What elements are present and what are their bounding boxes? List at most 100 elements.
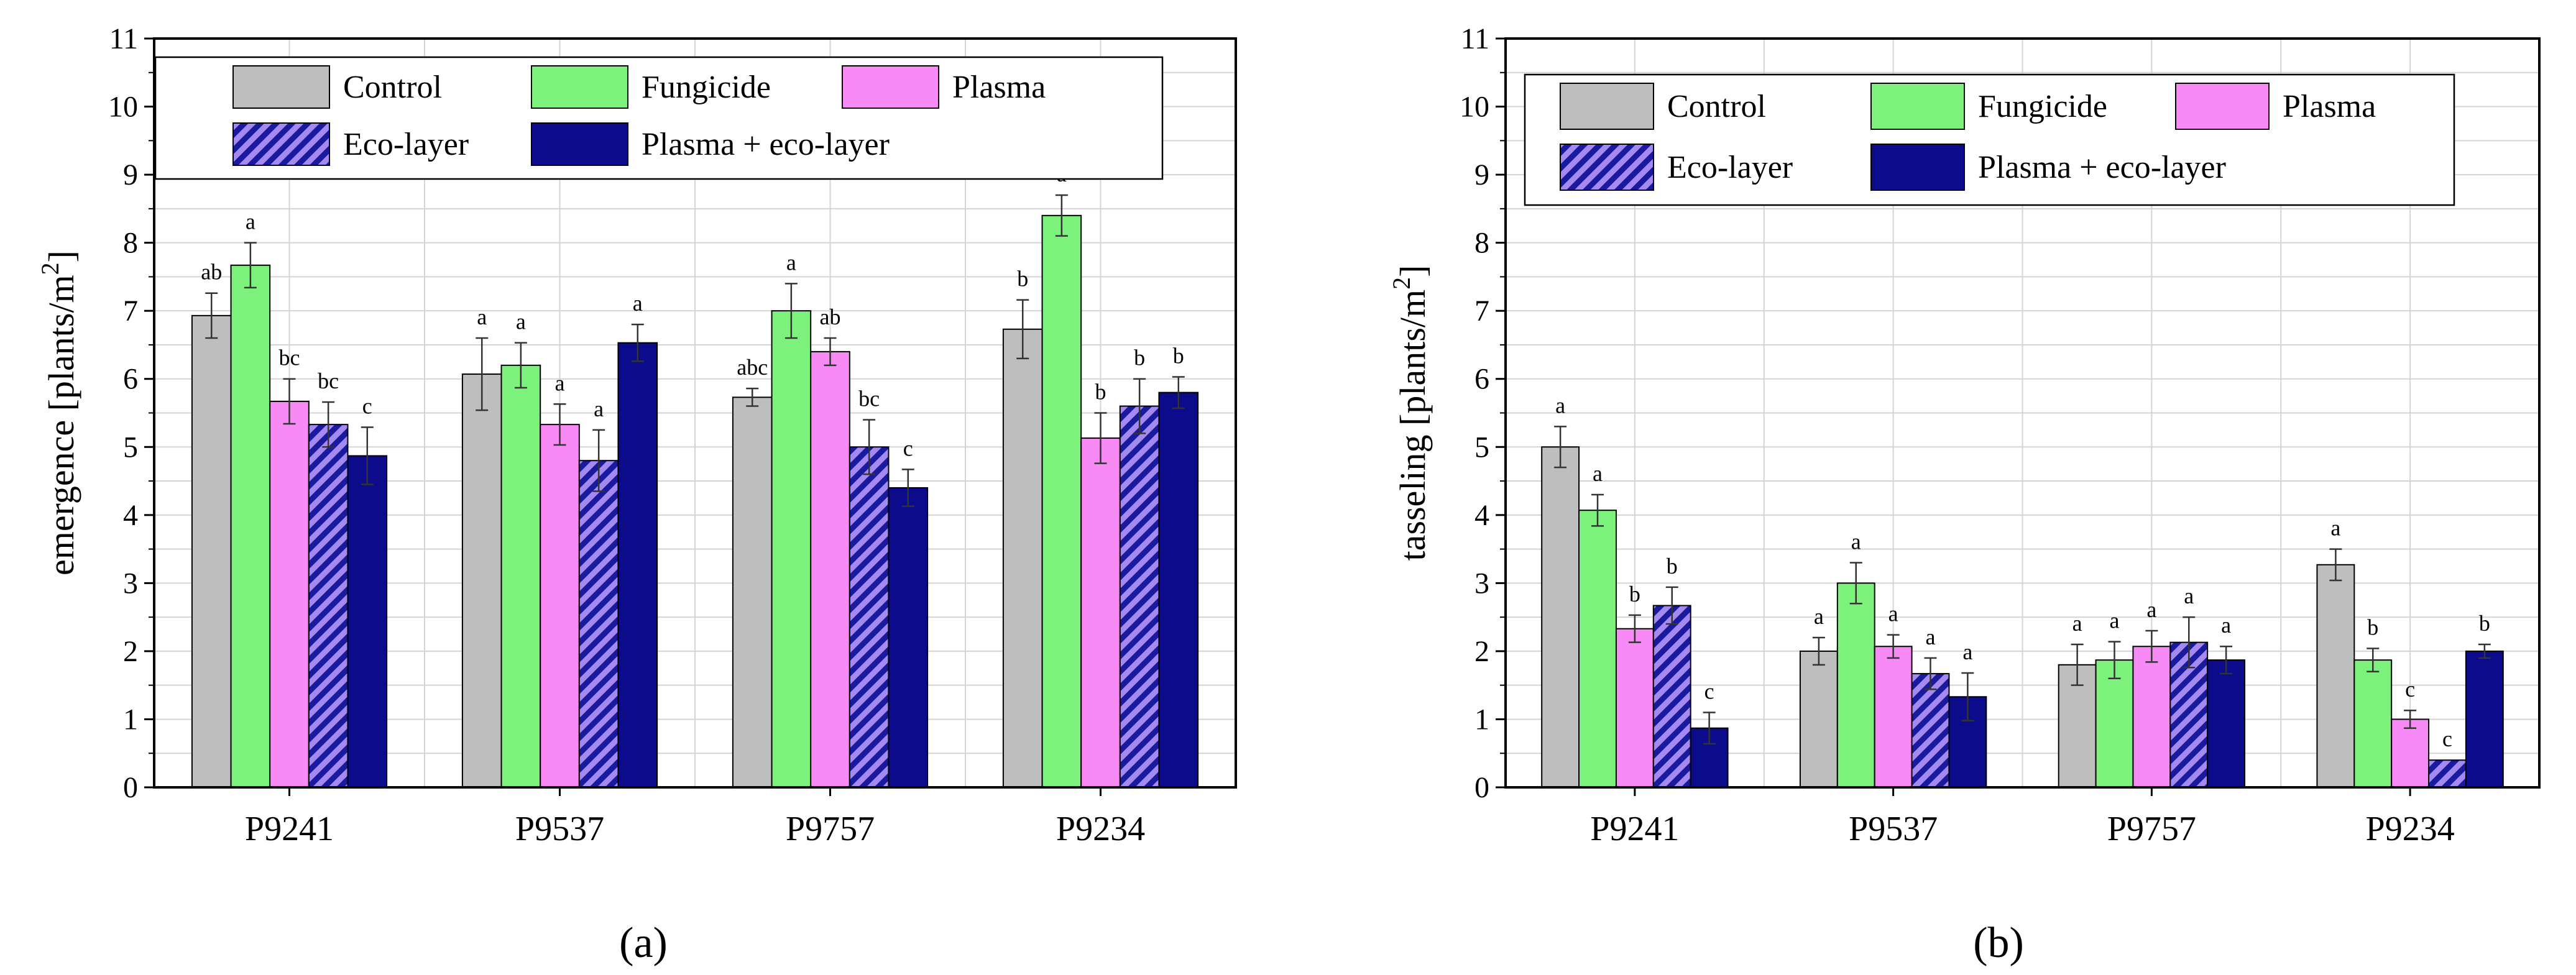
error-bar: [1094, 412, 1107, 464]
legend-swatch-fungicide: [531, 65, 628, 109]
x-tick-label: P9537: [515, 810, 604, 848]
bar-plasma-p9537: [540, 424, 580, 788]
significance-label: a: [2110, 608, 2120, 633]
error-bar: [514, 342, 527, 389]
legend-swatch-control: [232, 65, 330, 109]
error-bar: [1554, 426, 1567, 469]
y-tick-label: 11: [109, 22, 138, 55]
significance-label: b: [2367, 615, 2378, 640]
error-bar: [746, 387, 759, 407]
legend-swatch-plasma: [2175, 83, 2270, 130]
significance-label: a: [1593, 461, 1603, 486]
y-tick-label: 0: [1474, 771, 1489, 804]
significance-label: a: [2146, 597, 2156, 622]
legend-label: Plasma + eco-layer: [642, 127, 890, 162]
y-tick-label: 4: [1474, 499, 1489, 532]
error-bar: [205, 292, 218, 339]
error-bar: [1812, 636, 1825, 666]
y-tick-label: 1: [123, 703, 138, 736]
legend: Control Fungicide Plasma Eco-layer Plasma + …: [154, 56, 1164, 180]
significance-label: c: [362, 394, 372, 419]
error-bar: [322, 401, 335, 448]
y-tick-label: 11: [1461, 22, 1489, 55]
y-tick-label: 3: [1474, 567, 1489, 600]
error-bar: [901, 469, 914, 507]
significance-label: a: [2184, 584, 2194, 608]
bar-fungicide-p9537: [1836, 582, 1875, 788]
x-tick-label: P9757: [786, 810, 875, 848]
legend-swatch-control: [1560, 83, 1654, 130]
error-bar: [1055, 194, 1068, 237]
significance-label: c: [1704, 679, 1714, 704]
legend-swatch-eco-layer: [232, 122, 330, 166]
significance-label: c: [903, 436, 913, 460]
x-tick-label: P9234: [2366, 810, 2455, 848]
significance-label: a: [633, 291, 643, 316]
significance-label: a: [594, 396, 604, 421]
bar-plasma-p9241: [1615, 628, 1654, 788]
error-bar: [784, 283, 798, 339]
y-tick-label: 8: [1474, 227, 1489, 260]
legend-label: Plasma: [952, 70, 1046, 105]
error-bar: [2071, 643, 2084, 686]
error-bar: [553, 403, 566, 446]
error-bar: [476, 337, 489, 411]
bar-fungicide-p9537: [500, 364, 541, 788]
legend-label: Eco-layer: [1667, 150, 1793, 185]
panel-label-b: (b): [1973, 919, 2024, 967]
significance-label: a: [246, 209, 255, 234]
error-bar: [631, 323, 644, 362]
y-axis-title: tasseling [plants/m2]: [1387, 265, 1433, 561]
y-tick-label: 6: [123, 363, 138, 396]
error-bar: [2220, 645, 2233, 675]
y-tick-label: 2: [1474, 635, 1489, 668]
bar-fungicide-p9234: [2353, 659, 2393, 789]
x-tick-label: P9234: [1056, 810, 1145, 848]
significance-label: bc: [318, 368, 339, 393]
significance-label: bc: [858, 386, 880, 411]
error-bar: [1703, 712, 1716, 745]
significance-label: a: [2072, 611, 2082, 636]
significance-label: b: [1629, 582, 1640, 607]
bar-eco-layer-p9234: [2428, 759, 2467, 788]
chart-panel-a: ababcbccaaaaaabcaabbccbabbb0123456789101…: [36, 22, 1237, 848]
significance-label: abc: [737, 355, 768, 380]
x-tick-label: P9757: [2107, 810, 2196, 848]
legend-swatch-eco-layer: [1560, 144, 1654, 191]
y-tick-label: 4: [123, 499, 138, 532]
error-bar: [1665, 586, 1678, 625]
bar-eco-layer-p9537: [578, 460, 619, 788]
significance-label: b: [1667, 554, 1678, 579]
bar-control-p9757: [732, 396, 773, 788]
error-bar: [1016, 299, 1029, 360]
significance-label: b: [1017, 267, 1028, 291]
significance-label: b: [2479, 611, 2490, 636]
bar-fungicide-p9234: [1041, 214, 1082, 788]
y-tick-label: 5: [1474, 431, 1489, 464]
y-tick-label: 9: [1474, 158, 1489, 191]
panel-label-a: (a): [619, 919, 668, 967]
x-tick-label: P9241: [1590, 810, 1679, 848]
legend-swatch-plasma: [842, 65, 939, 109]
bar-eco-layer-p9241: [1652, 605, 1691, 788]
error-bar: [824, 337, 837, 367]
error-bar: [361, 426, 374, 485]
bar-control-p9241: [1541, 446, 1580, 788]
significance-label: a: [1555, 393, 1565, 418]
y-tick-label: 6: [1474, 363, 1489, 396]
y-axis-title: emergence [plants/m2]: [36, 250, 81, 575]
significance-label: a: [1814, 604, 1824, 629]
legend-label: Control: [343, 70, 442, 105]
bar-plasma-eco-layer-p9241: [347, 455, 388, 788]
legend-label: Plasma: [2283, 89, 2376, 124]
significance-label: a: [477, 304, 487, 329]
bar-plasma-eco-layer-p9234: [1158, 391, 1199, 788]
significance-label: a: [1962, 639, 1972, 664]
error-bar: [2145, 629, 2158, 663]
bar-fungicide-p9241: [1578, 510, 1617, 789]
bar-eco-layer-p9241: [308, 424, 349, 788]
y-tick-label: 3: [123, 567, 138, 600]
bar-control-p9234: [1002, 328, 1043, 788]
bar-plasma-p9757: [810, 350, 850, 788]
legend-swatch-plasma-eco-layer: [1870, 144, 1965, 191]
